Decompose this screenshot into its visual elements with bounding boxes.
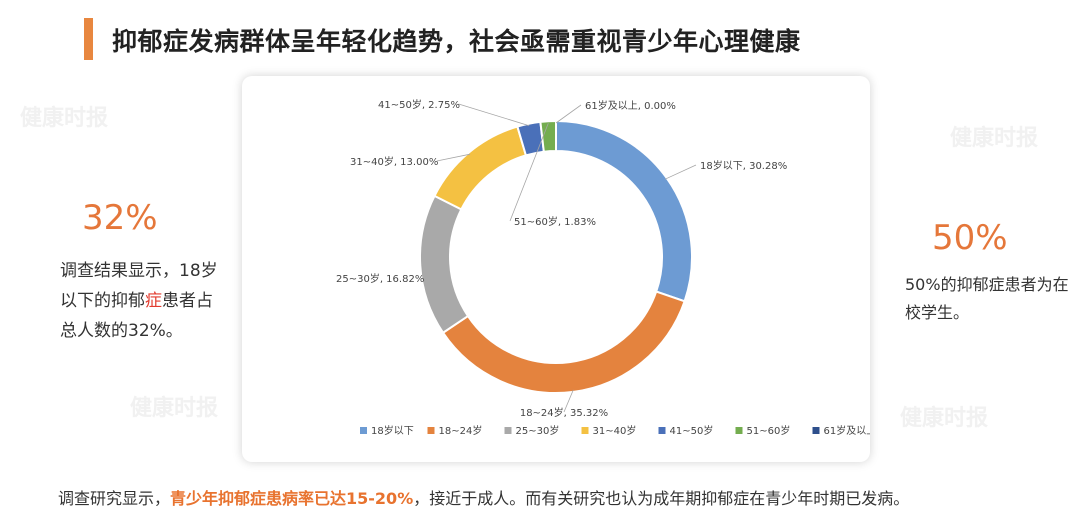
legend-label-6: 51~60岁 <box>747 424 791 437</box>
legend-swatch-4 <box>581 427 589 434</box>
data-label-5: 41~50岁, 2.75% <box>378 98 460 111</box>
footer-text-highlight: 青少年抑郁症患病率已达15-20% <box>170 489 414 508</box>
data-label-7: 61岁及以上, 0.00% <box>585 99 676 112</box>
donut-slice-6 <box>539 119 557 153</box>
legend-label-4: 31~40岁 <box>593 424 637 437</box>
legend-swatch-2 <box>427 427 435 434</box>
watermark: 健康时报 <box>20 106 109 131</box>
footer-text-after: ，接近于成人。而有关研究也认为成年期抑郁症在青少年时期已发病。 <box>413 489 910 508</box>
leader-line-4 <box>436 153 471 162</box>
left-stat-text-highlight: 症 <box>145 291 162 311</box>
data-label-2: 18~24岁, 35.32% <box>520 406 608 419</box>
leader-line-2 <box>563 389 574 413</box>
leader-line-5 <box>458 103 530 127</box>
footer-text-before: 调查研究显示， <box>58 489 171 508</box>
left-stat-value: 32% <box>82 198 158 238</box>
data-label-3: 25~30岁, 16.82% <box>336 272 424 285</box>
left-stat-text-after: 患者占总人数的32%。 <box>60 291 213 341</box>
data-label-4: 31~40岁, 13.00% <box>350 155 438 168</box>
donut-slice-2 <box>441 290 686 394</box>
watermark: 健康时报 <box>130 396 219 421</box>
legend-swatch-1 <box>360 427 367 434</box>
page-title: 抑郁症发病群体呈年轻化趋势，社会亟需重视青少年心理健康 <box>112 27 801 56</box>
legend-label-7: 61岁及以上 <box>824 424 871 437</box>
leader-line-1 <box>664 164 697 180</box>
legend-swatch-6 <box>735 427 743 434</box>
legend-label-2: 18~24岁 <box>439 424 483 437</box>
donut-slice-1 <box>555 119 693 303</box>
legend-label-3: 25~30岁 <box>516 424 560 437</box>
left-stat-text: 调查结果显示，18岁以下的抑郁症患者占总人数的32%。 <box>60 256 225 346</box>
legend-label-5: 41~50岁 <box>670 424 714 437</box>
watermark: 健康时报 <box>950 126 1039 151</box>
donut-slice-4 <box>433 125 528 211</box>
donut-chart: 18岁以下, 30.28% 18~24岁, 35.32% 25~30岁, 16.82… <box>336 98 871 437</box>
leader-line-6 <box>509 123 549 222</box>
watermark: 健康时报 <box>900 406 989 431</box>
data-label-6: 51~60岁, 1.83% <box>514 215 596 228</box>
title-accent-bar <box>84 18 93 60</box>
legend-label-1: 18岁以下 <box>371 424 414 437</box>
chart-card: 18岁以下, 30.28% 18~24岁, 35.32% 25~30岁, 16.82… <box>242 76 870 462</box>
right-stat-text: 50%的抑郁症患者为在校学生。 <box>905 275 1069 322</box>
leader-line-3 <box>421 265 424 279</box>
donut-slice-3 <box>419 194 470 335</box>
footer-text: 调查研究显示，青少年抑郁症患病率已达15-20%，接近于成人。而有关研究也认为成… <box>58 485 909 509</box>
data-label-1: 18岁以下, 30.28% <box>700 159 787 172</box>
legend-swatch-5 <box>658 427 666 434</box>
leader-line-7 <box>555 104 582 124</box>
legend-swatch-7 <box>812 427 820 434</box>
right-stat-value: 50% <box>932 218 1008 258</box>
legend-swatch-3 <box>504 427 512 434</box>
left-stat-text-before: 调查结果显示，18岁以下的抑郁 <box>60 261 218 311</box>
